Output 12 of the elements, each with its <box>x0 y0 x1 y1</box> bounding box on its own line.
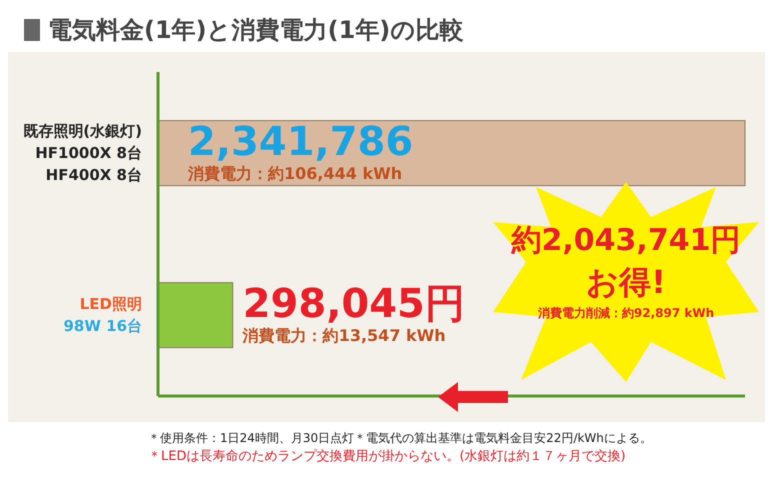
data-label: 2,341,786 <box>188 119 414 166</box>
chart-title: 電気料金(1年)と消費電力(1年)の比較 <box>48 15 464 46</box>
text: ＊LEDは長寿命のためランプ交換費用が掛からない。(水銀灯は約１７ヶ月で交換) <box>148 448 627 465</box>
annotation: 消費電力：約106,444 kWh <box>187 164 402 184</box>
annotation: 消費電力：約13,547 kWh <box>242 326 446 346</box>
annotation: 消費電力削減：約92,897 kWh <box>536 305 716 322</box>
y-tick-label: LED照明 98W 16台 <box>63 295 142 335</box>
annotation: お得! <box>585 262 667 303</box>
text: ＊使用条件：1日24時間、月30日点灯＊電気代の算出基準は電気料金目安22円/kWhによる。 <box>148 430 653 447</box>
annotation: 約2,043,741円 <box>510 222 742 260</box>
y-tick-label: 既存照明(水銀灯) HF1000X 8台 HF400X 8台 <box>23 122 142 184</box>
data-label: 298,045円 <box>242 281 465 328</box>
